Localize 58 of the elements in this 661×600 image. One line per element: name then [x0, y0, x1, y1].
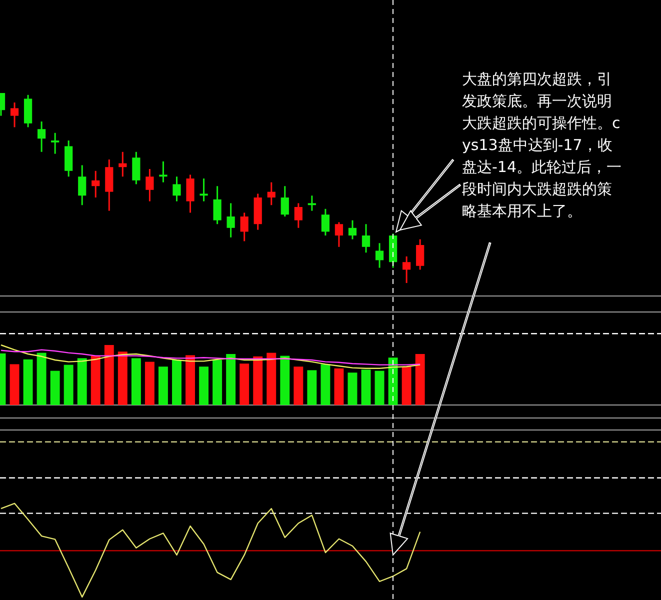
- candlestick: [280, 185, 289, 218]
- candlestick: [159, 160, 168, 184]
- bar: [266, 352, 276, 405]
- candlestick: [92, 170, 100, 198]
- candlestick: [362, 223, 370, 254]
- bar: [226, 354, 236, 405]
- candlestick: [10, 102, 19, 128]
- bar: [307, 370, 317, 405]
- candlestick: [334, 221, 344, 248]
- bar: [158, 366, 168, 405]
- bar: [388, 358, 398, 405]
- bar: [90, 356, 100, 405]
- candlestick: [375, 242, 384, 269]
- bar: [172, 360, 182, 405]
- bar: [212, 360, 222, 405]
- bar: [374, 370, 384, 405]
- candlestick: [38, 120, 46, 153]
- candlestick: [321, 208, 330, 236]
- bar: [402, 366, 412, 405]
- candlestick: [51, 132, 60, 155]
- candlestick: [213, 185, 222, 225]
- bar: [10, 364, 20, 405]
- bar: [36, 352, 46, 405]
- candlestick: [146, 168, 154, 202]
- candlestick: [402, 256, 411, 284]
- bar: [50, 370, 60, 405]
- bar: [334, 368, 344, 405]
- bar: [415, 354, 425, 405]
- bar: [144, 362, 154, 405]
- bar: [361, 370, 371, 405]
- bar: [280, 356, 290, 405]
- candlestick: [416, 238, 424, 270]
- candlestick: [308, 194, 316, 212]
- candlestick: [200, 178, 208, 202]
- bar: [253, 356, 263, 405]
- bar: [64, 364, 74, 405]
- bar: [240, 364, 250, 405]
- bar: [131, 358, 141, 405]
- candlestick: [172, 176, 181, 202]
- bar: [294, 366, 304, 405]
- candlestick: [267, 182, 276, 206]
- bar: [23, 359, 33, 405]
- bar: [186, 355, 195, 405]
- bar: [320, 364, 330, 405]
- candlestick: [132, 151, 140, 185]
- candlestick: [348, 220, 357, 240]
- bar: [118, 352, 128, 405]
- candlestick: [226, 202, 235, 238]
- candlestick: [294, 202, 302, 229]
- candlestick: [78, 164, 86, 206]
- text: 大盘的第四次超跌，引发政策底。再一次说明大跌超跌的可操作性。cys13盘中达到-17，收盘达-14。此轮过后，一段时间内大跌超跌的策略基本用不上了。: [462, 70, 622, 220]
- bar: [104, 345, 114, 405]
- bar: [77, 358, 87, 405]
- candlestick: [186, 174, 194, 214]
- bar: [348, 372, 358, 405]
- bar: [199, 366, 209, 405]
- candlestick: [240, 212, 248, 242]
- candlestick: [118, 151, 127, 178]
